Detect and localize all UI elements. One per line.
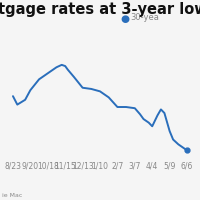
Text: 30-yea: 30-yea: [130, 13, 159, 22]
Text: tgage rates at 3-year low: tgage rates at 3-year low: [0, 2, 200, 17]
Text: ie Mac: ie Mac: [2, 193, 22, 198]
Text: ●: ●: [120, 14, 129, 24]
